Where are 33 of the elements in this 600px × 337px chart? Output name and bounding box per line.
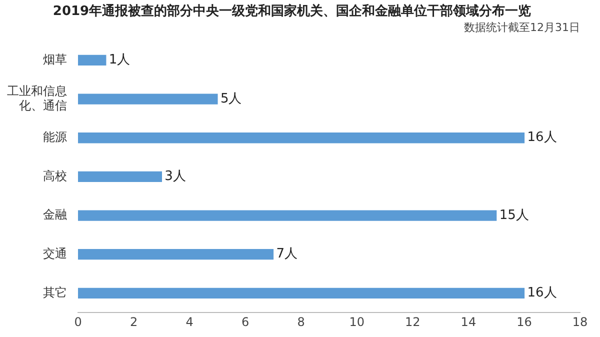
y-tick-label: 高校 [43, 168, 67, 183]
y-tick-label: 烟草 [43, 52, 67, 66]
y-tick-label: 交通 [43, 246, 67, 260]
x-tick-label: 18 [572, 314, 588, 329]
y-tick-label: 工业和信息化、通信 [7, 84, 67, 112]
data-label: 15人 [499, 208, 529, 223]
bar [78, 288, 525, 299]
data-label: 3人 [164, 169, 186, 184]
x-tick-label: 2 [130, 314, 138, 329]
x-tick-label: 0 [74, 314, 82, 329]
y-tick-label: 金融 [43, 208, 67, 222]
x-tick-label: 4 [186, 314, 194, 329]
data-label: 16人 [527, 286, 557, 301]
data-label: 7人 [276, 246, 298, 262]
bar [78, 94, 218, 104]
bar [78, 249, 274, 260]
x-tick-label: 10 [349, 314, 365, 329]
x-tick-label: 12 [405, 314, 420, 329]
x-tick-label: 14 [460, 314, 476, 329]
bar [78, 171, 162, 182]
text: 数据统计截至12月31日 [464, 21, 580, 34]
data-label: 5人 [220, 91, 242, 106]
y-tick-label: 其它 [43, 285, 67, 300]
y-tick-label: 能源 [43, 130, 67, 144]
x-tick-label: 16 [516, 314, 532, 329]
chart-title: 2019年通报被查的部分中央一级党和国家机关、国企和金融单位干部领域分布一览 [52, 3, 532, 20]
bar [78, 54, 106, 66]
bar [78, 132, 525, 144]
x-tick-label: 6 [242, 314, 250, 329]
data-label: 16人 [527, 130, 557, 146]
data-label: 1人 [108, 52, 130, 68]
bar [78, 210, 497, 221]
x-tick-label: 8 [297, 314, 305, 329]
